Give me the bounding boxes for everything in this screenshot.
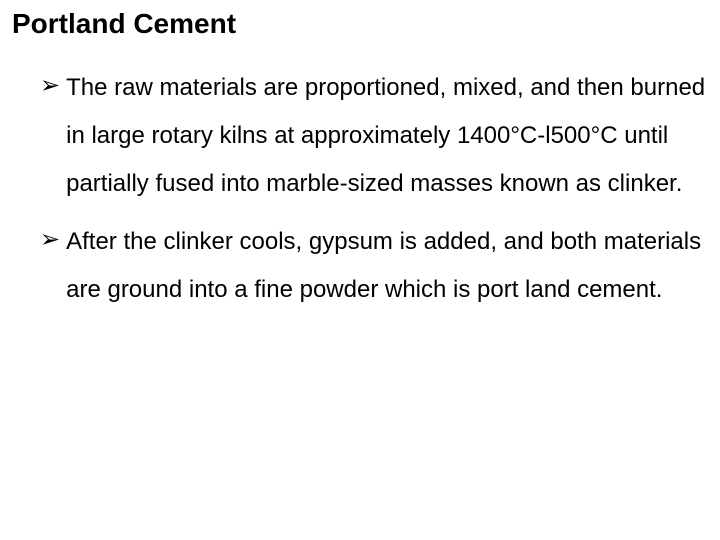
list-item: ➢ After the clinker cools, gypsum is add… (40, 218, 708, 314)
bullet-list: ➢ The raw materials are proportioned, mi… (12, 64, 708, 314)
bullet-text: The raw materials are proportioned, mixe… (66, 64, 708, 208)
bullet-marker-icon: ➢ (40, 64, 60, 108)
bullet-text: After the clinker cools, gypsum is added… (66, 218, 708, 314)
slide-content: Portland Cement ➢ The raw materials are … (0, 0, 720, 540)
list-item: ➢ The raw materials are proportioned, mi… (40, 64, 708, 208)
slide-title: Portland Cement (12, 8, 708, 40)
bullet-marker-icon: ➢ (40, 218, 60, 262)
